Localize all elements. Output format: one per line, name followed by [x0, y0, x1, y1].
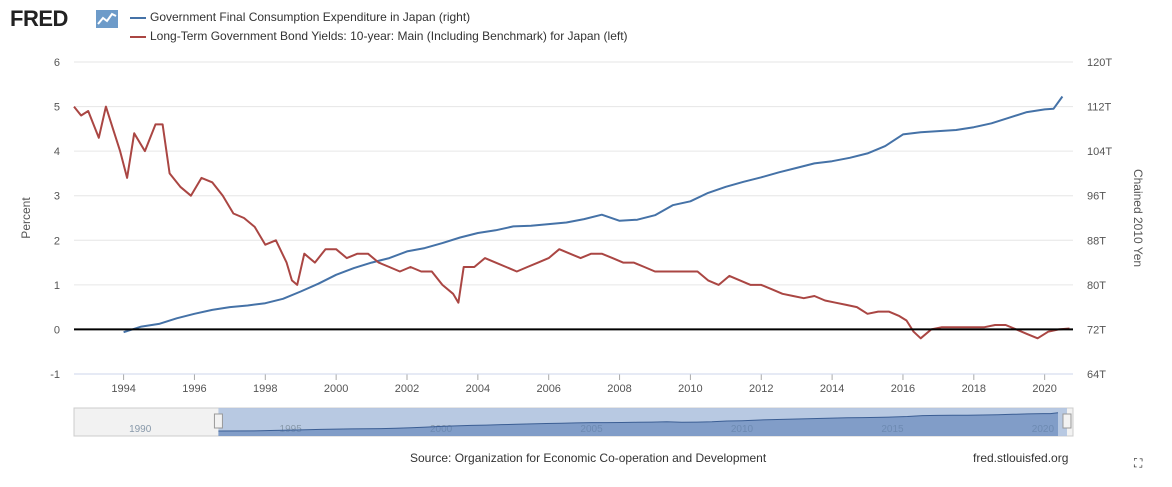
x-tick-label: 2012	[749, 383, 773, 395]
line-graph-icon	[96, 10, 118, 28]
right-tick-label: 120T	[1087, 57, 1112, 69]
legend-item-bond-yields[interactable]: Long-Term Government Bond Yields: 10-yea…	[130, 28, 628, 44]
fred-logo[interactable]: FRED	[10, 6, 68, 31]
right-tick-label: 64T	[1087, 369, 1106, 381]
left-tick-label: 2	[54, 235, 60, 247]
x-tick-label: 2004	[466, 383, 490, 395]
right-tick-label: 88T	[1087, 235, 1106, 247]
legend-swatch-red	[130, 35, 146, 38]
left-tick-label: 1	[54, 280, 60, 292]
plot-background	[74, 62, 1073, 374]
x-tick-label: 1996	[182, 383, 206, 395]
series-line-gov-consumption	[123, 95, 1064, 334]
right-tick-label: 72T	[1087, 324, 1106, 336]
right-tick-label: 80T	[1087, 280, 1106, 292]
left-tick-label: 0	[54, 324, 60, 336]
source-note: Source: Organization for Economic Co-ope…	[410, 451, 767, 465]
x-tick-label: 2006	[536, 383, 560, 395]
legend-label: Government Final Consumption Expenditure…	[150, 10, 471, 24]
navigator-area	[218, 412, 1058, 436]
legend-item-gov-consumption[interactable]: Government Final Consumption Expenditure…	[130, 9, 470, 25]
navigator-handle-right[interactable]	[1062, 413, 1072, 429]
x-tick-label: 2018	[962, 383, 986, 395]
x-tick-label: 2002	[395, 383, 419, 395]
right-axis-title: Chained 2010 Yen	[1131, 169, 1145, 267]
x-tick-label: 2014	[820, 383, 844, 395]
navigator-tick-label: 1995	[280, 424, 303, 435]
left-tick-label: -1	[50, 369, 60, 381]
right-tick-label: 104T	[1087, 146, 1112, 158]
x-tick-label: 1998	[253, 383, 277, 395]
legend-swatch-blue	[130, 16, 146, 19]
left-tick-label: 5	[54, 102, 60, 114]
navigator-handle-left[interactable]	[213, 413, 223, 429]
series-line-bond-yields	[73, 105, 1070, 340]
left-tick-label: 6	[54, 57, 60, 69]
site-link[interactable]: fred.stlouisfed.org	[973, 451, 1069, 465]
navigator-line	[218, 412, 1059, 432]
x-tick-label: 1994	[111, 383, 135, 395]
x-tick-label: 2016	[891, 383, 915, 395]
right-tick-label: 112T	[1087, 102, 1112, 114]
left-tick-label: 4	[54, 146, 60, 158]
x-tick-label: 2008	[607, 383, 631, 395]
x-tick-label: 2010	[678, 383, 702, 395]
x-tick-label: 2020	[1032, 383, 1056, 395]
left-tick-label: 3	[54, 191, 60, 203]
legend-label: Long-Term Government Bond Yields: 10-yea…	[150, 29, 628, 43]
x-tick-label: 2000	[324, 383, 348, 395]
left-axis-title: Percent	[19, 197, 33, 239]
right-tick-label: 96T	[1087, 191, 1106, 203]
navigator-tick-label: 1990	[129, 424, 152, 435]
fullscreen-icon[interactable]: ⛶	[1134, 456, 1143, 470]
